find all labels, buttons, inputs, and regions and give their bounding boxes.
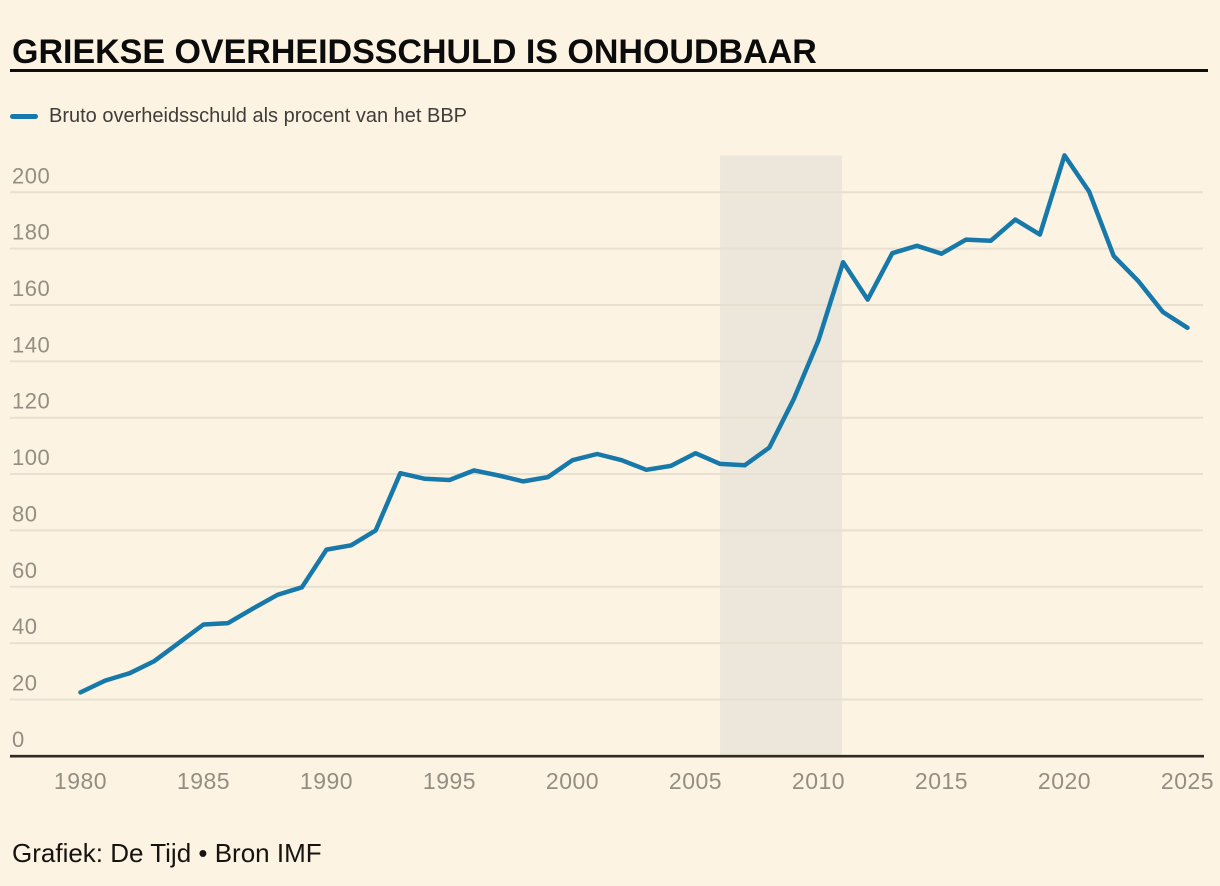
debt-line-series <box>78 153 1190 695</box>
highlight-band <box>720 155 842 756</box>
y-tick-label: 140 <box>12 332 50 357</box>
x-tick-label: 2010 <box>792 768 845 794</box>
chart-title: GRIEKSE OVERHEIDSSCHULD IS ONHOUDBAAR <box>12 32 817 71</box>
y-tick-label: 180 <box>12 220 50 245</box>
y-tick-label: 40 <box>12 614 37 639</box>
y-tick-label: 80 <box>12 501 37 526</box>
y-tick-label: 200 <box>12 163 50 188</box>
x-tick-label: 2015 <box>915 768 968 794</box>
x-tick-label: 2005 <box>669 768 722 794</box>
x-tick-label: 1985 <box>177 768 230 794</box>
x-tick-label: 2020 <box>1038 768 1091 794</box>
source-credit: Grafiek: De Tijd • Bron IMF <box>12 838 322 868</box>
y-tick-label: 0 <box>12 727 25 752</box>
y-tick-label: 100 <box>12 445 50 470</box>
y-tick-label: 120 <box>12 389 50 414</box>
x-tick-label: 2025 <box>1161 768 1214 794</box>
y-tick-label: 20 <box>12 670 37 695</box>
y-tick-label: 60 <box>12 558 37 583</box>
legend-line-swatch <box>10 114 38 119</box>
title-divider <box>10 69 1208 72</box>
legend: Bruto overheidsschuld als procent van he… <box>10 105 467 128</box>
x-tick-label: 1995 <box>423 768 476 794</box>
x-tick-label: 2000 <box>546 768 599 794</box>
x-tick-label: 1990 <box>300 768 353 794</box>
x-tick-label: 1980 <box>54 768 107 794</box>
legend-label: Bruto overheidsschuld als procent van he… <box>49 105 468 127</box>
y-tick-label: 160 <box>12 276 50 301</box>
